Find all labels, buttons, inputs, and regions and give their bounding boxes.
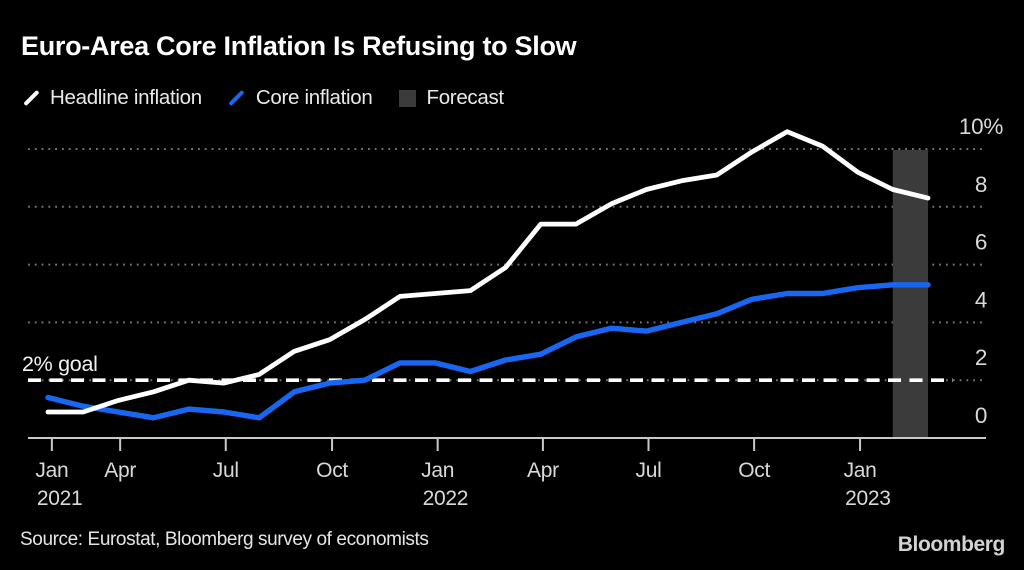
legend-item-headline: Headline inflation <box>21 86 202 110</box>
svg-text:Jul: Jul <box>213 459 239 482</box>
svg-text:Oct: Oct <box>738 459 770 482</box>
y-axis-labels: 0 2 4 6 8 10% <box>959 114 1004 428</box>
svg-text:Apr: Apr <box>104 459 136 482</box>
svg-text:Jul: Jul <box>636 459 662 482</box>
source-note: Source: Eurostat, Bloomberg survey of ec… <box>20 529 429 550</box>
svg-text:8: 8 <box>975 172 987 197</box>
legend-label: Core inflation <box>255 86 373 109</box>
legend-item-core: Core inflation <box>227 86 373 110</box>
bloomberg-logo: Bloomberg <box>897 533 1006 556</box>
svg-text:Jan: Jan <box>35 459 68 482</box>
forecast-swatch-icon <box>397 87 417 109</box>
svg-text:Apr: Apr <box>527 459 559 482</box>
svg-text:0: 0 <box>975 403 987 428</box>
svg-text:2: 2 <box>975 345 987 370</box>
core-series-line <box>45 282 931 421</box>
svg-text:Oct: Oct <box>316 459 348 482</box>
legend-item-forecast: Forecast <box>397 86 504 110</box>
svg-text:Jan: Jan <box>844 459 877 482</box>
chart-legend: Headline inflation Core inflation Foreca… <box>21 86 504 110</box>
svg-text:2021: 2021 <box>37 487 83 510</box>
svg-text:4: 4 <box>975 287 987 312</box>
legend-label: Forecast <box>426 86 504 109</box>
legend-label: Headline inflation <box>50 86 202 109</box>
svg-text:10%: 10% <box>959 114 1003 139</box>
svg-text:Jan: Jan <box>421 459 454 482</box>
headline-series-line <box>45 129 931 415</box>
x-axis: Jan 2021 Apr Jul Oct Jan 2022 Apr Jul Oct Jan 2023 <box>28 437 986 510</box>
svg-text:2023: 2023 <box>845 487 891 510</box>
svg-text:6: 6 <box>975 230 987 255</box>
goal-label: 2% goal <box>22 352 98 376</box>
svg-text:2022: 2022 <box>423 487 469 510</box>
chart-title: Euro-Area Core Inflation Is Refusing to … <box>21 31 577 61</box>
